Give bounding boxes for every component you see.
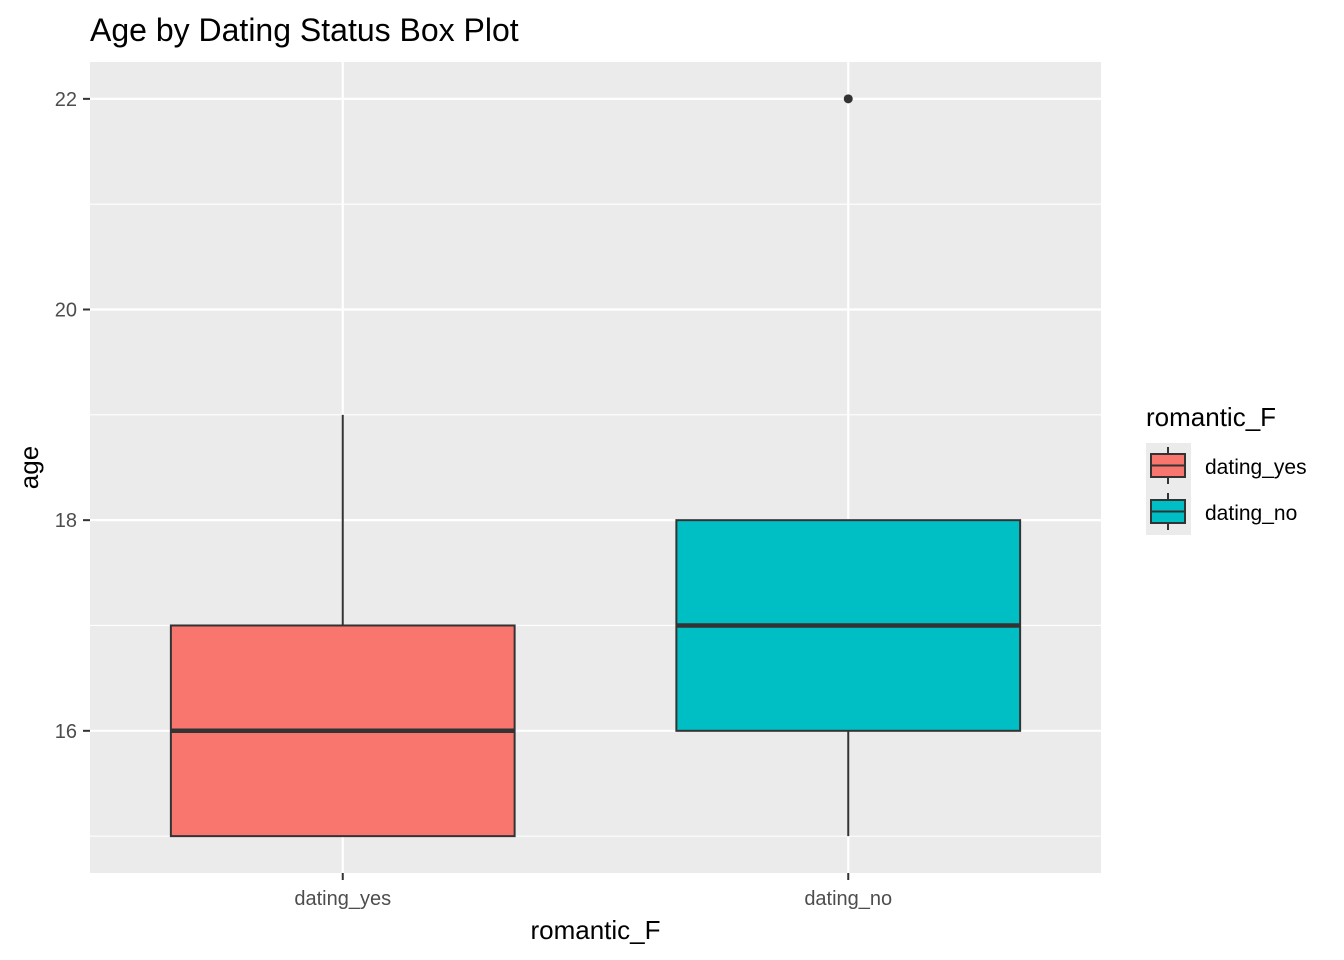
outlier-point	[843, 94, 853, 104]
x-axis-title: romantic_F	[530, 915, 660, 945]
y-tick-label: 18	[55, 510, 77, 532]
legend-label: dating_yes	[1205, 456, 1307, 479]
y-tick-label: 16	[55, 721, 77, 743]
x-axis: dating_yes dating_no	[294, 873, 892, 910]
y-axis-title: age	[14, 446, 44, 489]
legend-label: dating_no	[1205, 502, 1297, 525]
legend-key-dating_yes	[1150, 447, 1186, 484]
y-tick-label: 22	[55, 89, 77, 111]
legend: romantic_F dating_yes dating_no	[1146, 402, 1307, 535]
y-axis: 16 18 20 22	[55, 89, 90, 743]
chart-title: Age by Dating Status Box Plot	[90, 12, 519, 48]
box-series	[169, 94, 1022, 838]
x-tick-label: dating_yes	[294, 888, 391, 910]
y-tick-label: 20	[55, 300, 77, 322]
legend-key-dating_no	[1150, 493, 1186, 530]
box-dating_no	[675, 94, 1022, 837]
x-tick-label: dating_no	[804, 888, 892, 910]
box-dating_yes	[169, 414, 516, 838]
legend-title: romantic_F	[1146, 402, 1276, 432]
